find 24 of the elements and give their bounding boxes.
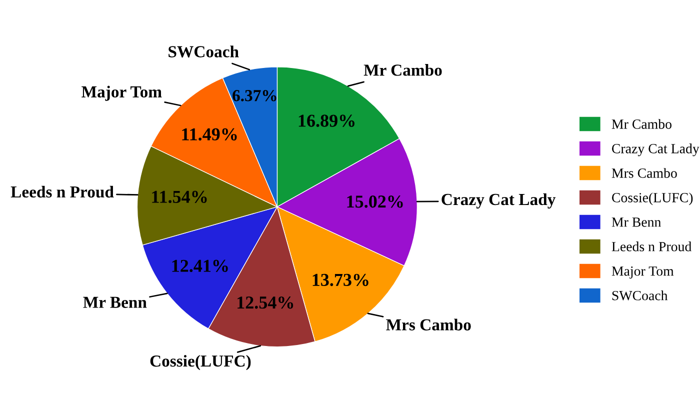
data-label: 6.37%	[232, 90, 276, 102]
slice-label: Major Tom	[82, 86, 162, 101]
legend-label: Crazy Cat Lady	[612, 144, 700, 156]
slice-label: SWCoach	[168, 46, 239, 58]
legend-label: Major Tom	[612, 266, 674, 279]
slice-label: Mr Cambo	[364, 64, 442, 76]
slice-label: Crazy Cat Lady	[442, 193, 556, 209]
legend-label: Mr Cambo	[612, 119, 672, 129]
data-label: 12.41%	[172, 260, 228, 272]
legend-label: SWCoach	[612, 290, 668, 300]
legend-label: Cossie(LUFC)	[612, 192, 693, 206]
slice-label: Cossie(LUFC)	[150, 354, 251, 370]
data-label: 16.89%	[298, 114, 354, 127]
data-label: 15.02%	[347, 196, 403, 208]
slice-label: Mr Benn	[83, 296, 147, 308]
data-label: 12.54%	[238, 296, 294, 309]
legend-label: Mr Benn	[612, 218, 661, 227]
data-label: 11.49%	[182, 128, 237, 140]
data-label: 13.73%	[312, 274, 368, 286]
slice-label: Mrs Cambo	[386, 318, 471, 330]
slice-label: Leeds n Proud	[10, 186, 114, 198]
legend-label: Leeds n Proud	[612, 242, 692, 252]
legend-label: Mrs Cambo	[612, 168, 677, 178]
data-label: 11.54%	[152, 190, 207, 204]
